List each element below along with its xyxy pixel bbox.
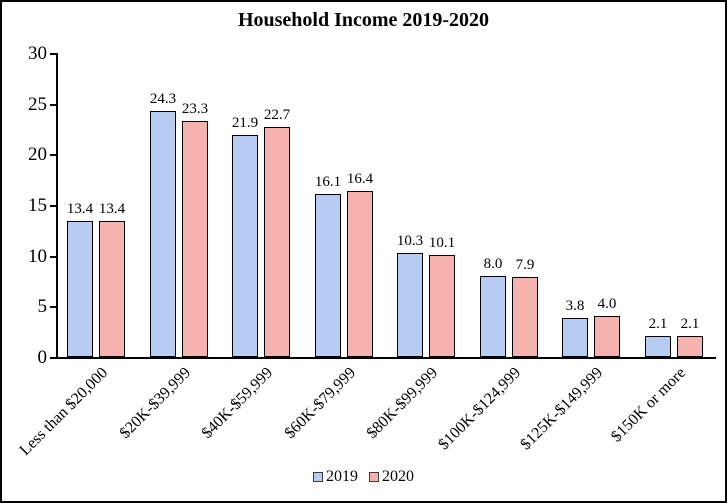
legend: 2019 2020 [2, 468, 725, 486]
bar-2020 [264, 127, 290, 357]
y-axis-tick [50, 154, 56, 156]
bar-2020 [347, 191, 373, 357]
bar-value-label: 10.1 [428, 235, 456, 251]
bar-value-label: 21.9 [231, 115, 259, 131]
x-axis-category-label-text: $80K-$99,999 [363, 364, 442, 442]
bar-2019 [480, 276, 506, 357]
x-axis-category-label-text: $100K-$124,999 [435, 364, 525, 454]
legend-label-2019: 2019 [326, 468, 358, 485]
y-axis-tick [50, 53, 56, 55]
bar-value-label: 16.1 [314, 174, 342, 190]
y-axis-tick-label: 20 [28, 144, 47, 165]
legend-item-2019: 2019 [313, 468, 358, 486]
y-axis-tick [50, 357, 56, 359]
bar-2019 [315, 194, 341, 357]
bar-value-label: 2.1 [680, 316, 700, 332]
y-axis-line [56, 53, 58, 359]
bar-2020 [99, 221, 125, 357]
y-axis-tick [50, 205, 56, 207]
bar-value-label: 8.0 [483, 256, 503, 272]
bar-2020 [512, 277, 538, 357]
bar-2019 [150, 111, 176, 357]
bar-value-label: 7.9 [515, 257, 535, 273]
y-axis-tick-label: 30 [28, 43, 47, 64]
legend-item-2020: 2020 [369, 468, 414, 486]
y-axis-tick-label: 25 [28, 94, 47, 115]
bar-value-label: 23.3 [181, 101, 209, 117]
bar-2019 [645, 336, 671, 357]
y-axis-tick [50, 306, 56, 308]
bar-2019 [67, 221, 93, 357]
legend-swatch-2020 [369, 472, 379, 482]
x-axis-category-label-text: $125K-$149,999 [517, 364, 607, 454]
legend-swatch-2019 [313, 472, 323, 482]
legend-label-2020: 2020 [382, 468, 414, 485]
bar-value-label: 4.0 [597, 296, 617, 312]
bar-2019 [562, 318, 588, 357]
bar-2020 [429, 255, 455, 357]
bar-value-label: 13.4 [66, 201, 94, 217]
bar-value-label: 24.3 [149, 91, 177, 107]
y-axis-tick-label: 5 [37, 296, 48, 317]
bar-2019 [232, 135, 258, 357]
bar-2019 [397, 253, 423, 357]
bar-2020 [594, 316, 620, 357]
x-axis-category-label-text: $150K or more [608, 364, 690, 446]
bar-2020 [677, 336, 703, 357]
bar-2020 [182, 121, 208, 357]
bar-value-label: 22.7 [263, 107, 291, 123]
y-axis-tick-label: 10 [28, 246, 47, 267]
y-axis-tick-label: 0 [37, 347, 48, 368]
x-axis-category-label-text: $40K-$59,999 [198, 364, 277, 442]
x-axis-category-label-text: $20K-$39,999 [116, 364, 195, 442]
x-axis-line [56, 357, 716, 359]
y-axis-tick-label: 15 [28, 195, 47, 216]
bar-value-label: 10.3 [396, 233, 424, 249]
y-axis-tick [50, 256, 56, 258]
bar-value-label: 2.1 [648, 316, 668, 332]
chart-title: Household Income 2019-2020 [237, 9, 490, 31]
bar-value-label: 3.8 [565, 298, 585, 314]
x-axis-category-label-text: $60K-$79,999 [281, 364, 360, 442]
x-axis-category-label-text: Less than $20,000 [16, 364, 112, 459]
bar-value-label: 16.4 [346, 171, 374, 187]
y-axis-tick [50, 104, 56, 106]
bar-value-label: 13.4 [98, 201, 126, 217]
